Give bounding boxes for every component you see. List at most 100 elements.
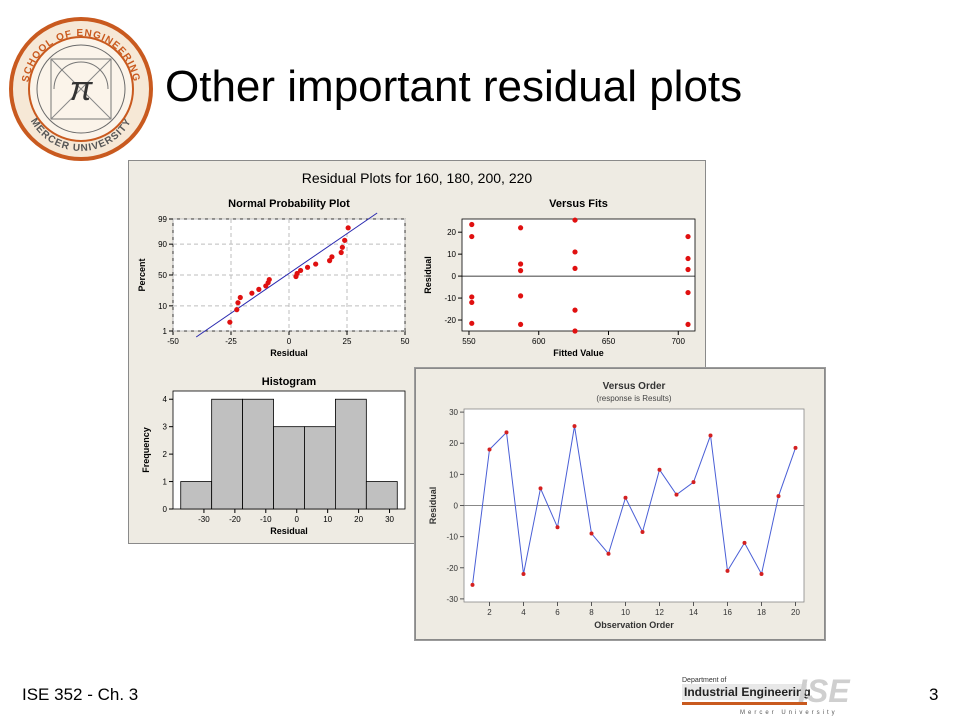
fits-xtick-label: 700 [672, 337, 686, 346]
fits-ylabel: Residual [423, 256, 433, 294]
hist-bar [242, 398, 274, 510]
normprob-point [313, 261, 319, 267]
hist-ytick-label: 2 [163, 450, 168, 459]
hist-bar [365, 481, 398, 510]
normprob-xtick-label: -50 [167, 337, 179, 346]
order-subtitle: (response is Results) [596, 394, 671, 403]
order-xtick-label: 18 [757, 608, 766, 617]
hist-ytick-label: 1 [163, 478, 168, 487]
normprob-title: Normal Probability Plot [228, 198, 350, 210]
hist-ytick-label: 3 [163, 423, 168, 432]
fits-point [572, 265, 578, 272]
normprob-point [266, 276, 272, 283]
page-number: 3 [929, 685, 939, 704]
hist-xtick-label: 10 [323, 515, 332, 524]
order-xtick-label: 2 [487, 608, 492, 617]
versus-order-svg: Versus Order (response is Results) 2 4 6 8 10 1… [428, 381, 805, 630]
order-xtick-label: 4 [521, 608, 526, 617]
fits-xtick-label: 650 [602, 337, 616, 346]
order-ytick-label: 10 [449, 470, 458, 479]
order-xtick-label: 14 [689, 608, 698, 617]
order-point [504, 430, 509, 435]
order-point [470, 582, 475, 587]
order-xtick-label: 20 [791, 608, 800, 617]
fits-xtick-label: 600 [532, 337, 546, 346]
order-point [691, 480, 696, 485]
hist-xtick-label: 30 [385, 515, 394, 524]
versus-order-plot: Versus Order (response is Results) 2 4 6 8 10 1… [428, 381, 805, 630]
fits-point [685, 289, 691, 296]
normprob-point [227, 319, 233, 325]
fits-point [572, 307, 578, 313]
svg-text:Department of: Department of [682, 677, 726, 684]
fits-point [685, 255, 691, 262]
normprob-point [329, 254, 335, 260]
order-point [555, 525, 560, 530]
order-ytick-label: -20 [446, 564, 458, 573]
normprob-ytick-label: 50 [158, 271, 167, 280]
normprob-point [304, 264, 311, 270]
normprob-point [342, 237, 348, 243]
hist-xtick-label: -30 [198, 515, 210, 524]
industrial-engineering-logo: Department of Industrial Engineering ISE… [682, 673, 851, 716]
fits-ytick-label: -20 [444, 316, 456, 325]
hist-xtick-label: -20 [229, 515, 241, 524]
hist-bar [334, 398, 367, 510]
normprob-point [235, 300, 241, 306]
normprob-fit-line [195, 212, 378, 338]
order-point [759, 571, 764, 576]
order-xtick-label: 16 [723, 608, 732, 617]
fits-point [517, 225, 524, 231]
normprob-point [338, 249, 344, 256]
order-point [674, 492, 679, 497]
fits-ytick-label: 10 [447, 250, 456, 259]
fits-ytick-label: 20 [447, 228, 456, 237]
versus-order-panel: Versus Order (response is Results) 2 4 6 8 10 1… [415, 368, 825, 640]
hist-xtick-label: -10 [260, 515, 272, 524]
order-point [708, 433, 713, 438]
order-point [572, 424, 577, 429]
order-xtick-label: 12 [655, 608, 664, 617]
order-xtick-label: 6 [555, 608, 560, 617]
normprob-point [339, 244, 345, 250]
normprob-point [327, 258, 333, 264]
residual-plots-panel: Residual Plots for 160, 180, 200, 220 No… [128, 160, 706, 544]
order-point [589, 531, 594, 536]
order-title: Versus Order [603, 381, 666, 392]
normprob-xlabel: Residual [270, 348, 308, 358]
normprob-point [249, 290, 255, 296]
order-point [538, 486, 543, 491]
fits-point [572, 328, 578, 334]
svg-text:π: π [70, 70, 94, 108]
fits-xtick-label: 550 [462, 337, 476, 346]
order-ytick-label: -10 [446, 533, 458, 542]
hist-bar [304, 426, 336, 510]
school-of-engineering-logo: π SCHOOL OF ENGINEERING MERCER UNIVERSIT… [9, 17, 153, 161]
hist-bar [211, 398, 243, 510]
fits-point [517, 293, 524, 299]
hist-ytick-label: 4 [163, 395, 168, 404]
order-ytick-label: 30 [449, 408, 458, 417]
fits-plot-area [461, 218, 696, 332]
fits-point [469, 320, 475, 326]
order-point [742, 540, 747, 545]
normprob-ylabel: Percent [137, 258, 147, 291]
order-point [776, 494, 781, 499]
hist-bar [273, 426, 305, 510]
hist-ylabel: Frequency [141, 427, 151, 473]
order-point [640, 529, 645, 534]
fits-point [517, 321, 524, 328]
order-point [793, 445, 798, 450]
normprob-ytick-label: 99 [158, 215, 167, 224]
fits-point [572, 249, 578, 255]
order-point [725, 568, 730, 573]
order-ytick-label: 0 [454, 502, 459, 511]
normprob-point [294, 270, 300, 277]
histogram-plot: Histogram -30 -20 -10 0 10 20 30 0 1 2 3 4 Residual Fr… [141, 376, 406, 536]
fits-point [685, 233, 691, 240]
fits-point [685, 266, 691, 273]
fits-point [685, 321, 691, 328]
normprob-ytick-label: 10 [158, 302, 167, 311]
order-xtick-label: 10 [621, 608, 630, 617]
order-point [487, 447, 492, 452]
